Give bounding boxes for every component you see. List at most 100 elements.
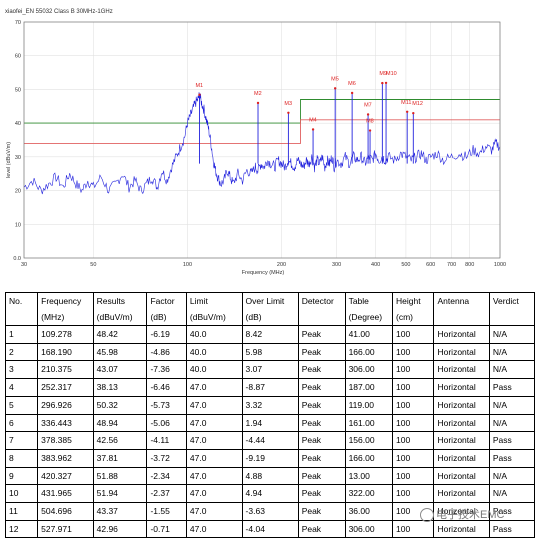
table-cell: 47.0: [185, 378, 243, 397]
marker-label: M2: [254, 91, 262, 97]
table-cell: 51.94: [92, 484, 148, 504]
y-tick-label: 0.0: [13, 256, 21, 262]
spectrum-line: [23, 92, 501, 195]
table-cell: 166.00: [344, 342, 394, 362]
table-header-row: No. Frequency Results Factor Limit Over Limit…: [4, 292, 535, 309]
y-tick-label: 40: [15, 121, 21, 127]
header-unit-cell: (dBuV/m): [92, 309, 148, 326]
limit-line: [24, 119, 500, 144]
header-unit-cell: (MHz): [37, 309, 94, 326]
x-tick-label: 600: [426, 262, 435, 268]
header-cell: Verdict: [488, 292, 535, 309]
table-cell: 210.375: [37, 360, 94, 380]
table-cell: -6.46: [146, 378, 187, 397]
table-cell: 100: [392, 448, 435, 468]
table-cell: Peak: [297, 502, 346, 521]
table-cell: -4.11: [146, 431, 187, 450]
table-cell: 336.443: [37, 413, 94, 433]
table-cell: -6.19: [146, 325, 187, 344]
marker-label: M4: [309, 117, 317, 123]
table-cell: 100: [392, 431, 435, 450]
table-cell: Horizontal: [433, 360, 490, 380]
table-cell: 161.00: [344, 413, 394, 433]
header-cell: No.: [4, 292, 39, 309]
wechat-icon: [420, 508, 434, 523]
table-row: 2 168.190 45.98 -4.86 40.0 5.98 Peak 166.00 100 H…: [4, 342, 535, 362]
table-cell: 37.81: [92, 448, 148, 468]
table-cell: Peak: [297, 484, 346, 504]
table-cell: Pass: [488, 519, 535, 539]
table-cell: 100: [392, 466, 435, 486]
table-cell: Peak: [297, 466, 346, 486]
marker-point: [333, 87, 337, 90]
table-cell: Horizontal: [433, 395, 490, 415]
marker-label: M8: [366, 119, 374, 125]
table-cell: 1: [4, 325, 39, 344]
table-cell: -4.44: [241, 431, 299, 450]
table-cell: 8.42: [241, 325, 299, 344]
table-cell: 166.00: [344, 448, 394, 468]
header-unit-cell: (cm): [392, 309, 435, 326]
header-unit-cell: (dB): [146, 309, 187, 326]
marker-point: [311, 128, 315, 131]
table-cell: 100: [392, 325, 435, 344]
table-row: 9 420.327 51.88 -2.34 47.0 4.88 Peak 13.00 100 Ho…: [4, 466, 535, 486]
marker-point: [368, 129, 372, 132]
table-row: 12 527.971 42.96 -0.71 47.0 -4.04 Peak 306.00 10…: [4, 519, 535, 539]
table-cell: 36.00: [344, 502, 394, 521]
table-cell: 13.00: [344, 466, 394, 486]
spectrum-trace: [23, 92, 501, 195]
header-unit-cell: [433, 309, 490, 326]
marker-point: [405, 110, 409, 113]
table-cell: 3.07: [241, 360, 299, 380]
table-cell: 4.94: [241, 484, 299, 504]
table-cell: 252.317: [37, 378, 94, 397]
table-cell: Peak: [297, 431, 346, 450]
y-tick-label: 70: [15, 20, 21, 26]
table-cell: Horizontal: [433, 448, 490, 468]
table-cell: 100: [392, 395, 435, 415]
table-cell: 42.96: [92, 519, 148, 539]
table-cell: 43.07: [92, 360, 148, 380]
table-cell: N/A: [488, 342, 535, 362]
chart-grid: [23, 21, 501, 259]
table-cell: N/A: [488, 325, 535, 344]
table-cell: 4.88: [241, 466, 299, 486]
x-tick-label: 800: [465, 262, 474, 268]
marker-label: M7: [364, 103, 372, 109]
table-cell: 431.965: [37, 484, 94, 504]
table-cell: -9.19: [241, 448, 299, 468]
table-cell: Horizontal: [433, 484, 490, 504]
table-cell: 100: [392, 519, 435, 539]
table-cell: 168.190: [37, 342, 94, 362]
limit-line: [24, 99, 500, 124]
table-row: 7 378.385 42.56 -4.11 47.0 -4.44 Peak 156.00 100…: [4, 431, 535, 450]
table-cell: 6: [4, 413, 39, 433]
table-cell: Peak: [297, 360, 346, 380]
table-row: 10 431.965 51.94 -2.37 47.0 4.94 Peak 322.00 100…: [4, 484, 535, 504]
y-tick-label: 60: [15, 54, 21, 60]
table-cell: 109.278: [37, 325, 94, 344]
table-cell: Pass: [488, 431, 535, 450]
table-cell: Horizontal: [433, 325, 490, 344]
x-tick-label: 1000: [494, 262, 506, 268]
marker-label: M9: [379, 71, 387, 77]
header-unit-cell: [488, 309, 535, 326]
table-cell: 296.926: [37, 395, 94, 415]
table-cell: Peak: [297, 448, 346, 468]
x-tick-label: 300: [332, 262, 341, 268]
table-row: 5 296.926 50.32 -5.73 47.0 3.32 Peak 119.00 100 H…: [4, 395, 535, 415]
table-cell: N/A: [488, 466, 535, 486]
table-cell: 119.00: [344, 395, 394, 415]
results-table: No. Frequency Results Factor Limit Over Limit…: [4, 292, 535, 539]
table-cell: Peak: [297, 413, 346, 433]
marker-point: [412, 111, 415, 115]
table-cell: N/A: [488, 484, 535, 504]
table-cell: 40.0: [185, 325, 243, 344]
table-row: 8 383.962 37.81 -3.72 47.0 -9.19 Peak 166.00 100…: [4, 448, 535, 468]
header-cell: Over Limit: [241, 292, 299, 309]
marker-label: M10: [386, 71, 397, 77]
y-tick-label: 20: [15, 189, 21, 195]
marker-point: [384, 81, 388, 85]
x-tick-label: 50: [90, 262, 96, 268]
